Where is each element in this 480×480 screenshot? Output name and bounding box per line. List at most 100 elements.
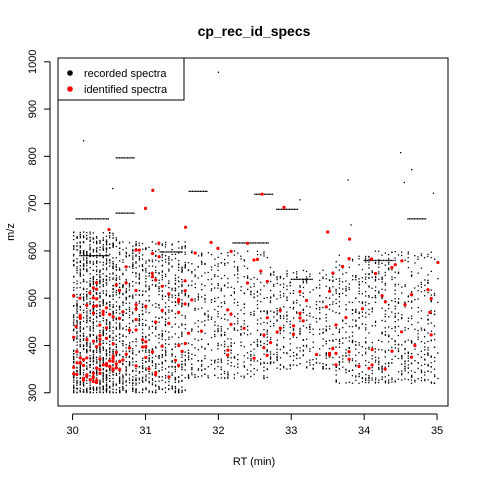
data-point — [161, 354, 163, 356]
data-point — [109, 350, 111, 352]
data-point — [243, 265, 246, 267]
data-point — [424, 359, 426, 361]
data-point — [302, 309, 304, 311]
data-point — [109, 367, 111, 369]
data-point — [121, 310, 125, 314]
data-point — [368, 286, 370, 288]
data-point — [407, 253, 409, 255]
data-point — [256, 254, 259, 256]
data-point — [417, 298, 419, 300]
data-point — [265, 353, 269, 357]
data-point — [384, 351, 387, 353]
data-point — [122, 362, 124, 364]
data-point — [112, 385, 114, 387]
data-point — [148, 380, 150, 383]
data-point — [92, 280, 94, 282]
data-point — [112, 337, 114, 339]
data-point — [374, 290, 377, 292]
data-point — [168, 263, 170, 265]
data-point — [358, 258, 360, 260]
data-point — [341, 264, 345, 269]
data-point — [381, 333, 383, 335]
data-point — [283, 295, 285, 297]
data-point — [266, 311, 269, 314]
data-point — [118, 381, 121, 383]
data-point — [197, 331, 199, 333]
data-point — [99, 365, 101, 367]
data-point — [102, 376, 104, 378]
data-point — [245, 242, 247, 244]
data-point — [79, 343, 81, 346]
data-point — [374, 361, 377, 363]
data-point — [414, 287, 416, 289]
data-point — [102, 237, 104, 239]
data-point — [99, 391, 101, 394]
data-point — [223, 340, 226, 343]
data-point — [92, 314, 94, 316]
data-point — [155, 355, 157, 357]
data-point — [145, 311, 147, 313]
data-point — [73, 381, 75, 383]
data-point — [250, 354, 252, 356]
data-point — [322, 300, 324, 302]
data-point — [135, 360, 137, 363]
data-point — [312, 346, 314, 348]
data-point — [306, 314, 308, 316]
data-point — [187, 269, 190, 271]
data-point — [91, 380, 95, 384]
data-point — [403, 303, 407, 307]
data-point — [355, 311, 357, 313]
data-point — [168, 280, 170, 282]
data-point — [427, 253, 429, 255]
data-point — [375, 359, 377, 361]
data-point — [214, 335, 216, 338]
data-point — [89, 344, 91, 346]
data-point — [279, 277, 281, 279]
data-point — [410, 301, 413, 303]
data-point — [112, 330, 114, 332]
data-point — [112, 311, 114, 314]
data-point — [391, 269, 393, 271]
data-point — [115, 237, 117, 239]
data-point — [109, 375, 111, 377]
data-point — [76, 268, 78, 270]
data-point — [102, 249, 104, 251]
data-point — [128, 295, 130, 298]
data-point — [378, 263, 380, 265]
data-point — [102, 302, 104, 304]
data-point — [322, 328, 324, 330]
data-point — [161, 376, 163, 378]
data-point — [79, 242, 81, 244]
data-point — [295, 278, 297, 280]
data-point — [171, 249, 173, 251]
data-point — [79, 247, 81, 249]
data-point — [142, 350, 144, 352]
data-point — [302, 325, 305, 327]
data-point — [95, 292, 98, 294]
data-point — [342, 319, 344, 321]
data-point — [296, 357, 298, 360]
data-point — [112, 383, 114, 385]
data-point — [102, 257, 104, 259]
data-point — [302, 296, 305, 298]
data-point — [358, 255, 360, 257]
data-point — [91, 311, 96, 315]
data-point — [410, 315, 413, 317]
data-point — [105, 323, 108, 325]
data-point — [388, 335, 390, 338]
data-point — [365, 282, 367, 284]
data-point — [138, 289, 140, 292]
data-point — [305, 278, 307, 280]
data-point — [96, 242, 98, 245]
data-point — [342, 337, 344, 339]
data-point — [148, 365, 150, 368]
data-point — [99, 305, 101, 307]
data-point — [92, 261, 94, 263]
data-point — [99, 347, 101, 349]
data-point — [145, 388, 147, 390]
data-point — [105, 349, 107, 351]
x-tick-label: 33 — [285, 425, 297, 437]
data-point — [371, 297, 373, 299]
data-point — [391, 300, 393, 302]
data-point — [191, 353, 193, 355]
